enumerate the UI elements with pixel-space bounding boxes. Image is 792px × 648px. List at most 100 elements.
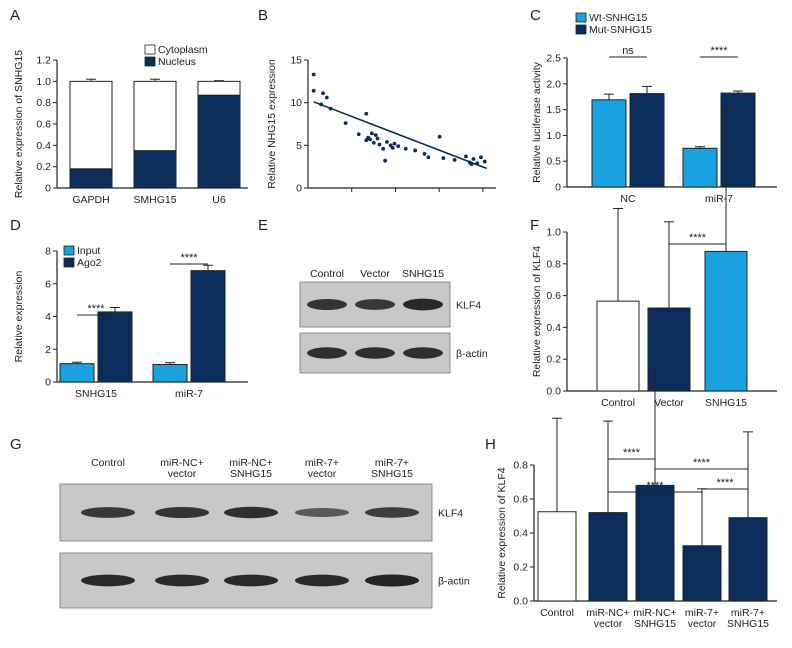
panel-e-band <box>403 347 443 359</box>
panel-label-a: A <box>10 7 20 24</box>
panel-a-bar-cytoplasm <box>69 80 113 170</box>
panel-f-y-label: Relative expression of KLF4 <box>531 246 543 377</box>
panel-a-bar-cytoplasm <box>197 80 241 96</box>
panel-b-scatter-point <box>373 133 378 137</box>
panel-b-y-label: Relative NHG15 expression <box>266 59 278 189</box>
panel-d-y-tick-label: 0 <box>45 377 51 389</box>
panel-h-y-tick-label: 0.8 <box>513 460 528 472</box>
panel-b-scatter-point <box>413 148 418 153</box>
panel-h-bar <box>635 484 675 602</box>
panel-c-significance-label: **** <box>710 45 728 57</box>
panel-h-y-label: Relative expression of KLF4 <box>496 467 508 598</box>
panel-f-x-tick-label: Control <box>601 397 635 409</box>
panel-e-band <box>355 299 395 310</box>
panel-b-scatter-point <box>479 155 483 160</box>
panel-h-bar <box>682 545 722 602</box>
panel-h-y-tick-label: 0.0 <box>513 596 528 608</box>
panel-f-significance-label: **** <box>689 232 707 244</box>
panel-b-chart: 0 5 10 15 Relative NHG15 expression <box>266 55 496 195</box>
panel-h-significance-label: **** <box>623 447 641 459</box>
panel-a-bar-nucleus <box>197 94 241 189</box>
panel-a-bar-nucleus <box>69 168 113 189</box>
panel-f-bar <box>647 307 691 392</box>
panel-e-lane-label: Vector <box>360 268 390 280</box>
panel-g-band <box>155 574 209 587</box>
panel-b-scatter-point <box>403 146 408 151</box>
panel-a-legend-swatch <box>144 56 156 67</box>
panel-h-bar <box>728 517 768 602</box>
panel-c-bar-wt-snhg15 <box>591 99 627 188</box>
panel-c-legend-label: Wt-SNHG15 <box>589 12 648 24</box>
panel-d-y-tick-label: 4 <box>45 311 51 323</box>
panel-b-scatter-point <box>452 157 457 162</box>
panel-d-significance-label: **** <box>180 252 198 264</box>
panel-a-y-label: Relative expression of SNHG15 <box>13 50 25 198</box>
panel-label-g: G <box>10 436 22 453</box>
panel-c-x-tick-label: NC <box>620 193 636 205</box>
panel-e-blot-label: β-actin <box>456 348 488 360</box>
panel-e-western-blot: Control Vector SNHG15 KLF4 β-actin <box>299 268 488 374</box>
panel-label-b: B <box>258 7 268 24</box>
panel-b-y-tick-label: 5 <box>296 140 302 152</box>
panel-label-c: C <box>530 7 541 24</box>
panel-a-legend-label: Cytoplasm <box>158 44 208 56</box>
panel-a-y-tick-label: 0.6 <box>36 119 51 131</box>
panel-d-bar-ago2 <box>190 270 226 383</box>
panel-b-scatter-point <box>469 162 474 167</box>
panel-b-scatter-point <box>364 111 369 116</box>
panel-g-band <box>224 506 278 519</box>
panel-f-y-tick-label: 0.8 <box>546 258 561 270</box>
panel-c-significance-label: ns <box>622 45 634 57</box>
panel-b-scatter-point <box>311 72 316 77</box>
panel-h-x-tick-label: miR-7+ SNHG15 <box>727 607 769 630</box>
panel-d-bar-ago2 <box>97 311 133 383</box>
panel-b-scatter-point <box>343 121 348 126</box>
panel-d-y-label: Relative expression <box>13 271 25 363</box>
panel-b-scatter-point <box>328 106 333 111</box>
panel-d-y-tick-label: 2 <box>45 344 51 356</box>
panel-g-band <box>81 507 135 518</box>
panel-f-bar <box>704 250 748 392</box>
panel-d-bar-input <box>59 363 95 383</box>
panel-d-legend-label: Input <box>77 245 100 257</box>
panel-g-band <box>155 506 209 519</box>
panel-b-scatter-point <box>471 157 476 161</box>
panel-b-scatter-point <box>370 131 374 136</box>
panel-c-legend-swatch <box>575 24 587 35</box>
panel-a-y-tick-label: 1.0 <box>36 76 51 88</box>
panel-g-lane-label: miR-NC+ vector <box>160 457 203 480</box>
panel-a-chart: 0 0.2 0.4 0.6 0.8 1.0 1.2 Relative expression o… <box>13 44 248 206</box>
panel-b-regression-line <box>313 101 487 170</box>
panel-g-blot-label: KLF4 <box>438 508 463 520</box>
panel-c-legend-label: Mut-SNHG15 <box>589 24 652 36</box>
panel-e-lane-label: SNHG15 <box>402 268 444 280</box>
panel-g-band <box>295 508 349 517</box>
panel-a-bar-cytoplasm <box>133 80 177 152</box>
panel-d-chart: 0 2 4 6 8 Relative expression SNHG15 **** miR-7 *… <box>13 245 248 400</box>
panel-d-y-tick-label: 8 <box>45 246 51 258</box>
panel-g-blot-label: β-actin <box>438 576 470 588</box>
panel-label-d: D <box>10 217 21 234</box>
panel-c-bar-mut-snhg15 <box>720 92 756 188</box>
panel-e-blot-label: KLF4 <box>456 300 481 312</box>
panel-b-y-tick-label: 10 <box>290 97 302 109</box>
panel-b-y-tick-label: 0 <box>296 183 302 195</box>
panel-f-y-tick-label: 0.6 <box>546 290 561 302</box>
panel-b-scatter-point <box>437 134 442 139</box>
panel-g-band <box>295 574 349 587</box>
panel-b-scatter-point <box>375 136 380 141</box>
panel-b-scatter-point <box>385 140 389 144</box>
panel-g-lane-label: miR-7+ vector <box>305 457 339 480</box>
panel-c-y-tick-label: 2.0 <box>546 78 561 90</box>
panel-b-scatter-point <box>383 158 387 163</box>
panel-h-significance-label: **** <box>646 480 664 492</box>
panel-label-f: F <box>530 217 539 234</box>
panel-b-scatter-point <box>324 95 329 100</box>
panel-c-y-tick-label: 2.5 <box>546 53 561 65</box>
panel-c-bar-mut-snhg15 <box>629 93 665 188</box>
panel-label-h: H <box>485 436 496 453</box>
panel-a-x-tick-label: U6 <box>212 194 226 206</box>
panel-a-x-tick-label: SMHG15 <box>133 194 176 206</box>
